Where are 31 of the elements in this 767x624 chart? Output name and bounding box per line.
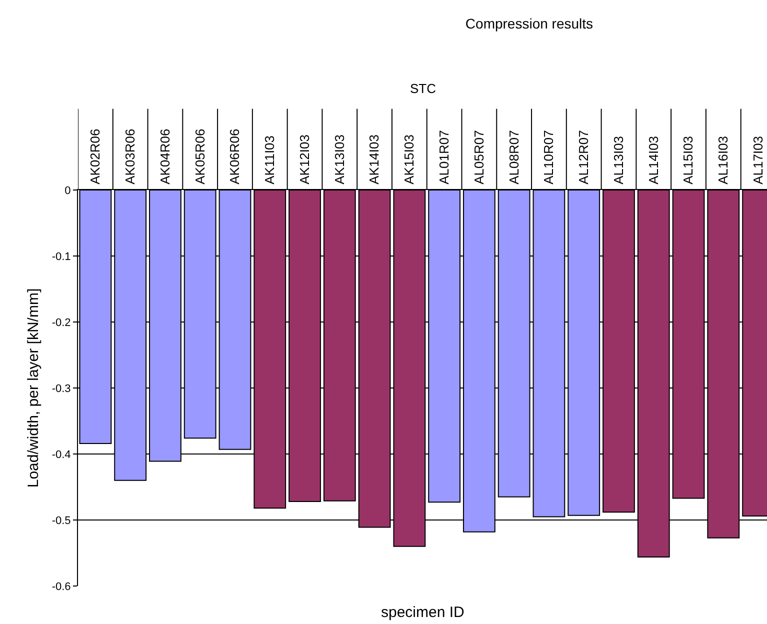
x-tick-label: AK11I03: [262, 135, 278, 184]
text: STC: [410, 81, 436, 96]
x-tick-label: AL16I03: [716, 136, 731, 184]
x-tick-label: AK13I03: [332, 134, 347, 184]
x-tick-label: AL08R07: [506, 130, 522, 184]
y-tick-label: -0.1: [52, 250, 71, 263]
y-tick-label: -0.5: [52, 514, 71, 527]
x-tick-label: AK02R06: [88, 128, 103, 184]
x-tick-label: AL05R07: [471, 130, 486, 184]
x-tick-label: AK05R06: [192, 128, 208, 184]
x-tick-label: AK14I03: [366, 134, 382, 184]
x-axis-title: specimen ID: [381, 604, 465, 621]
x-tick-label: AL14I03: [646, 136, 661, 184]
y-tick-label: -0.2: [52, 316, 71, 329]
x-tick-label: AK12I03: [296, 134, 312, 184]
y-tick-label: 0: [64, 184, 71, 197]
x-tick-label: AK15I03: [402, 134, 417, 184]
x-tick-label: AK04R06: [157, 128, 172, 184]
chart-title: Compression results: [465, 16, 594, 32]
x-tick-label: AL01R07: [436, 130, 452, 184]
x-tick-label: AK06R06: [227, 128, 242, 184]
y-tick-label: -0.4: [52, 448, 71, 461]
x-tick-label: AL12R07: [576, 130, 592, 184]
x-tick-label: AL17I03: [750, 136, 766, 184]
y-tick-label: -0.6: [52, 580, 71, 593]
x-tick-label: AK03R06: [122, 128, 138, 184]
y-axis-title: Load/width, per layer [kN/mm]: [25, 288, 42, 488]
x-tick-label: AL15I03: [680, 136, 696, 184]
x-tick-label: AL10R07: [541, 130, 556, 184]
y-tick-label: -0.3: [52, 382, 71, 395]
x-tick-label: AL13I03: [610, 136, 626, 184]
